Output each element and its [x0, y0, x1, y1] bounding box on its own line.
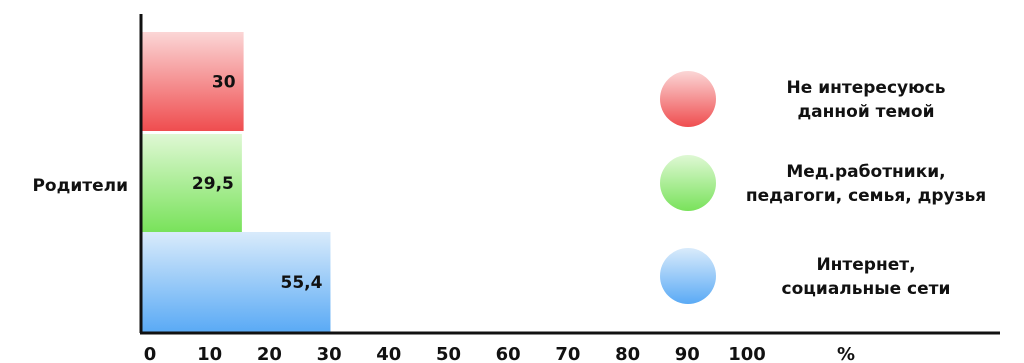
x-unit-label: %: [837, 344, 855, 363]
x-tick-label: 80: [615, 344, 640, 363]
x-tick-label: 50: [436, 344, 461, 363]
x-tick-label: 100: [728, 344, 766, 363]
legend: Не интересуюсь данной темой Мед.работники,…: [660, 71, 986, 304]
x-tick-label: 90: [675, 344, 700, 363]
x-tick-label: 30: [317, 344, 342, 363]
x-tick-label: 20: [257, 344, 282, 363]
bars-layer: 30 29,5 55,4: [141, 32, 331, 332]
legend-swatch: [660, 248, 716, 304]
x-tick-label: 70: [555, 344, 580, 363]
legend-label: Не интересуюсь данной темой: [787, 78, 946, 122]
legend-label: Мед.работники, педагоги, семья, друзья: [746, 162, 986, 206]
x-ticks: 0 10 20 30 40 50 60 70 80 90 100: [144, 344, 766, 363]
category-label: Родители: [32, 176, 128, 196]
bar-2: [141, 134, 242, 232]
x-tick-label: 0: [144, 344, 157, 363]
bar-value-label: 30: [212, 73, 236, 93]
x-tick-label: 40: [376, 344, 401, 363]
bar-1: [141, 32, 244, 131]
bar-value-label: 29,5: [192, 174, 234, 194]
legend-label: Интернет, социальные сети: [782, 255, 951, 299]
legend-swatch: [660, 71, 716, 127]
x-tick-label: 10: [197, 344, 222, 363]
x-tick-label: 60: [496, 344, 521, 363]
legend-swatch: [660, 155, 716, 211]
bar-value-label: 55,4: [281, 273, 323, 293]
bar-3: [141, 232, 331, 332]
